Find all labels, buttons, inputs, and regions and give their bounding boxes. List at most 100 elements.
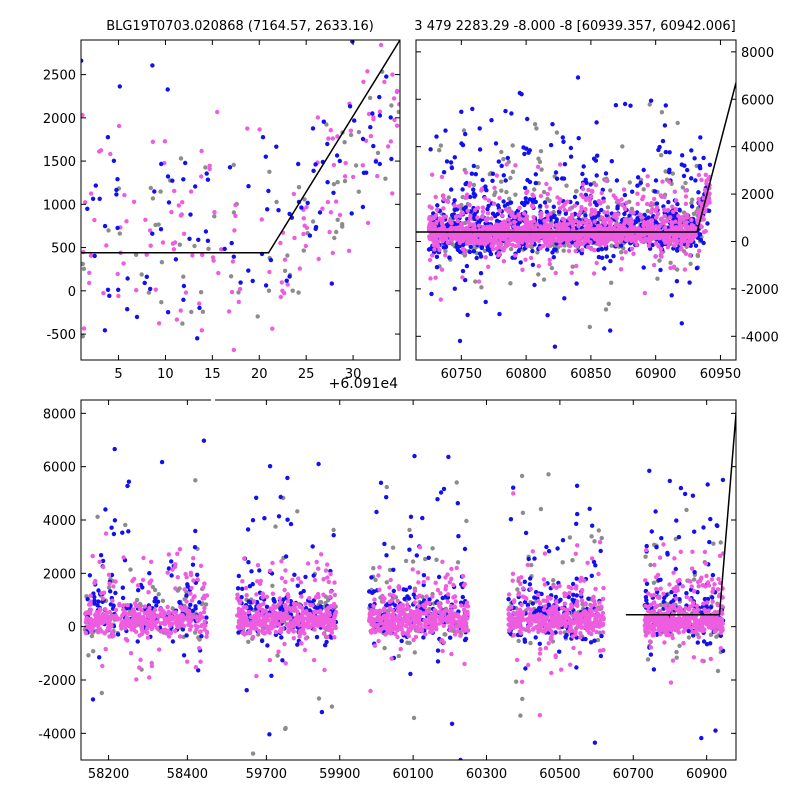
data-point-magenta xyxy=(96,630,101,635)
data-point-gray xyxy=(375,150,381,156)
data-point-magenta xyxy=(574,263,579,269)
data-point-blue xyxy=(669,293,674,298)
data-point-magenta xyxy=(198,629,203,634)
data-point-magenta xyxy=(326,579,331,585)
data-point-gray xyxy=(335,180,340,185)
data-point-magenta xyxy=(240,618,245,623)
data-point-blue xyxy=(653,178,659,183)
data-point-magenta xyxy=(662,225,668,230)
data-point-blue xyxy=(588,182,593,187)
data-point-magenta xyxy=(279,576,285,581)
data-point-magenta xyxy=(326,617,331,622)
data-point-blue xyxy=(96,588,101,593)
data-point-gray xyxy=(537,159,543,165)
data-point-magenta xyxy=(525,243,530,249)
data-point-blue xyxy=(465,312,470,318)
data-point-blue xyxy=(185,582,190,587)
data-point-blue xyxy=(603,171,609,176)
data-point-magenta xyxy=(298,580,304,585)
data-point-blue xyxy=(349,211,354,216)
data-point-blue xyxy=(274,144,279,149)
data-point-magenta xyxy=(571,227,576,232)
data-point-blue xyxy=(295,583,300,588)
data-point-magenta xyxy=(476,279,482,284)
data-point-magenta xyxy=(481,225,486,230)
data-point-gray xyxy=(316,696,322,701)
data-point-blue xyxy=(170,178,175,183)
data-point-magenta xyxy=(513,244,518,249)
data-point-blue xyxy=(602,266,607,271)
data-point-blue xyxy=(315,605,320,611)
data-point-magenta xyxy=(165,570,170,575)
data-point-magenta xyxy=(251,599,257,604)
data-point-gray xyxy=(342,178,348,184)
data-point-blue xyxy=(180,627,186,632)
data-point-magenta xyxy=(137,612,142,617)
data-point-magenta xyxy=(183,606,188,611)
data-point-magenta xyxy=(176,203,181,208)
data-point-magenta xyxy=(479,186,485,192)
data-point-magenta xyxy=(464,235,469,240)
data-point-blue xyxy=(435,659,441,664)
data-point-blue xyxy=(246,184,251,189)
data-point-magenta xyxy=(497,208,502,213)
data-point-magenta xyxy=(325,634,330,640)
data-point-gray xyxy=(539,167,544,172)
data-point-blue xyxy=(313,162,318,167)
data-point-gray xyxy=(331,182,337,187)
data-point-gray xyxy=(91,649,96,654)
data-point-magenta xyxy=(524,239,530,244)
data-point-blue xyxy=(693,178,698,183)
data-point-magenta xyxy=(125,603,130,608)
data-point-magenta xyxy=(331,601,337,607)
data-point-magenta xyxy=(329,627,334,632)
data-point-magenta xyxy=(562,236,567,242)
data-point-magenta xyxy=(670,204,675,209)
y-tick-label: 2000 xyxy=(43,112,76,127)
data-point-magenta xyxy=(702,209,707,215)
data-point-gray xyxy=(396,109,400,115)
data-point-blue xyxy=(489,118,494,123)
data-point-magenta xyxy=(260,592,266,597)
data-point-magenta xyxy=(132,613,138,619)
data-point-blue xyxy=(548,142,554,148)
data-point-gray xyxy=(273,524,278,529)
data-point-magenta xyxy=(482,242,488,247)
data-point-magenta xyxy=(108,151,113,157)
data-point-magenta xyxy=(330,136,335,141)
data-point-gray xyxy=(655,276,660,281)
data-point-blue xyxy=(360,136,366,142)
data-point-magenta xyxy=(304,225,310,230)
data-point-blue xyxy=(136,588,141,593)
data-point-blue xyxy=(155,599,161,604)
data-point-magenta xyxy=(328,210,334,215)
data-point-magenta xyxy=(94,614,100,619)
data-point-magenta xyxy=(256,616,261,621)
data-point-gray xyxy=(573,189,579,194)
data-point-gray xyxy=(510,143,515,148)
data-point-blue xyxy=(628,103,633,108)
data-point-blue xyxy=(181,653,187,658)
data-point-blue xyxy=(426,555,431,560)
data-point-blue xyxy=(188,212,193,217)
data-point-magenta xyxy=(285,592,291,597)
data-point-magenta xyxy=(124,615,129,620)
data-point-blue xyxy=(240,586,245,591)
data-point-magenta xyxy=(142,604,147,609)
data-point-magenta xyxy=(671,265,677,270)
x-tick-label: 60900 xyxy=(635,367,676,382)
data-point-magenta xyxy=(88,599,93,604)
data-point-magenta xyxy=(390,72,395,77)
data-point-blue xyxy=(449,721,455,726)
data-point-blue xyxy=(265,207,270,212)
data-point-magenta xyxy=(138,619,143,625)
data-point-blue xyxy=(125,307,130,312)
y-tick-label: 4000 xyxy=(741,141,774,156)
top-right-title: 3 479 2283.29 -8.000 -8 [60939.357, 6094… xyxy=(414,19,735,34)
data-point-gray xyxy=(250,751,256,756)
data-point-magenta xyxy=(270,326,275,331)
data-point-magenta xyxy=(656,235,662,240)
data-point-gray xyxy=(99,690,105,696)
data-point-gray xyxy=(106,585,112,590)
data-point-magenta xyxy=(668,215,673,220)
